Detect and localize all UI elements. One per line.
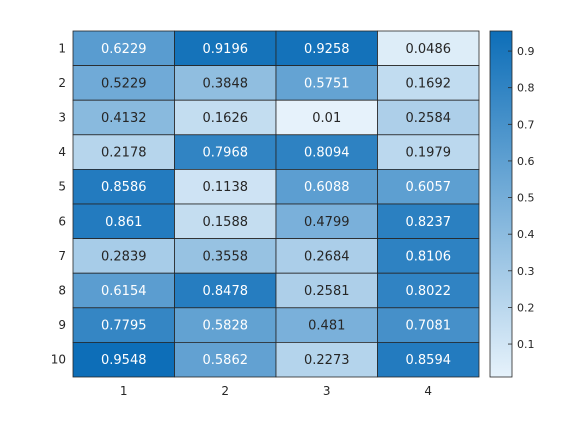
cell-value-label: 0.2273 — [304, 353, 350, 368]
cell-value-label: 0.6057 — [406, 180, 452, 195]
heatmap-cell — [174, 30, 277, 66]
x-tick-label: 1 — [120, 384, 128, 398]
heatmap-cell — [72, 168, 175, 205]
colorbar-tick-label: 0.3 — [517, 265, 535, 278]
cell-value-label: 0.2839 — [101, 249, 147, 264]
cell-value-label: 0.4132 — [101, 111, 147, 126]
y-tick-label: 7 — [58, 249, 66, 263]
cell-value-label: 0.6154 — [101, 284, 147, 299]
cell-value-label: 0.0486 — [406, 42, 452, 57]
cell-value-label: 0.01 — [312, 111, 341, 126]
y-tick-label: 9 — [58, 318, 66, 332]
heatmap-cell — [377, 65, 480, 101]
cell-value-label: 0.5751 — [304, 76, 350, 91]
cell-value-label: 0.1626 — [203, 111, 249, 126]
cell-value-label: 0.481 — [308, 319, 345, 334]
colorbar-gradient — [489, 30, 513, 378]
heatmap-cells: 0.6229 0.9196 0.9258 0.0486 0.5229 0.3848 0.57… — [72, 30, 480, 378]
cell-value-label: 0.9548 — [101, 353, 147, 368]
heatmap-cell — [174, 65, 277, 101]
x-tick-label: 4 — [424, 384, 432, 398]
heatmap-cell — [174, 168, 277, 205]
cell-value-label: 0.861 — [105, 215, 142, 230]
cell-value-label: 0.8586 — [101, 180, 147, 195]
heatmap-cell — [275, 341, 378, 378]
cell-value-label: 0.1979 — [406, 146, 452, 161]
cell-value-label: 0.3848 — [203, 76, 249, 91]
colorbar-tick-label: 0.6 — [517, 155, 535, 168]
heatmap-cell — [72, 272, 175, 309]
heatmap-cell — [72, 238, 175, 274]
heatmap-cell — [275, 272, 378, 309]
heatmap-cell — [377, 341, 480, 378]
cell-value-label: 0.1588 — [203, 215, 249, 230]
heatmap-cell — [174, 341, 277, 378]
cell-value-label: 0.1138 — [203, 180, 249, 195]
heatmap-cell — [377, 203, 480, 239]
cell-value-label: 0.7795 — [101, 319, 147, 334]
heatmap-cell — [377, 30, 480, 66]
colorbar-tick-label: 0.5 — [517, 192, 535, 205]
cell-value-label: 0.2684 — [304, 249, 350, 264]
colorbar-tick-label: 0.8 — [517, 82, 535, 95]
cell-value-label: 0.7081 — [406, 319, 452, 334]
cell-value-label: 0.3558 — [203, 249, 249, 264]
x-tick-label: 3 — [323, 384, 331, 398]
y-tick-label: 1 — [58, 41, 66, 55]
cell-value-label: 0.8478 — [203, 284, 249, 299]
cell-value-label: 0.9196 — [203, 42, 249, 57]
colorbar-tick-label: 0.2 — [517, 301, 535, 314]
cell-value-label: 0.5828 — [203, 319, 249, 334]
heatmap-cell — [72, 203, 175, 239]
cell-value-label: 0.8094 — [304, 146, 350, 161]
heatmap-cell — [377, 168, 480, 205]
heatmap-cell — [174, 203, 277, 239]
colorbar: 0.1 0.2 0.3 0.4 0.5 0.6 0.7 0.8 0.9 — [489, 30, 535, 378]
cell-value-label: 0.6229 — [101, 42, 147, 57]
y-tick-label: 5 — [58, 180, 66, 194]
colorbar-tick-label: 0.9 — [517, 45, 535, 58]
y-tick-label: 8 — [58, 284, 66, 298]
cell-value-label: 0.8237 — [406, 215, 452, 230]
cell-value-label: 0.9258 — [304, 42, 350, 57]
y-tick-label: 4 — [58, 145, 66, 159]
heatmap-cell — [174, 134, 277, 170]
heatmap-cell — [275, 168, 378, 205]
heatmap-cell — [275, 30, 378, 66]
cell-value-label: 0.2178 — [101, 146, 147, 161]
colorbar-tick-label: 0.4 — [517, 228, 535, 241]
heatmap-cell — [174, 99, 277, 136]
y-tick-label: 2 — [58, 76, 66, 90]
heatmap-cell — [377, 238, 480, 274]
cell-value-label: 0.8594 — [406, 353, 452, 368]
cell-value-label: 0.2581 — [304, 284, 350, 299]
cell-value-label: 0.5229 — [101, 76, 147, 91]
y-tick-label: 3 — [58, 111, 66, 125]
heatmap-cell — [377, 307, 480, 343]
y-tick-label: 10 — [51, 353, 66, 367]
x-tick-label: 2 — [221, 384, 229, 398]
y-tick-label: 6 — [58, 214, 66, 228]
heatmap-cell — [275, 238, 378, 274]
colorbar-tick-label: 0.1 — [517, 338, 535, 351]
cell-value-label: 0.8106 — [406, 249, 452, 264]
heatmap-cell — [377, 134, 480, 170]
cell-value-label: 0.6088 — [304, 180, 350, 195]
heatmap-cell — [72, 341, 175, 378]
y-axis-tick-labels: 1 2 3 4 5 6 7 8 9 10 — [51, 41, 66, 366]
cell-value-label: 0.7968 — [203, 146, 249, 161]
x-axis-tick-labels: 1 2 3 4 — [120, 384, 432, 398]
heatmap-cell — [72, 30, 175, 66]
cell-value-label: 0.4799 — [304, 215, 350, 230]
heatmap-cell — [377, 99, 480, 136]
heatmap-cell — [275, 203, 378, 239]
colorbar-tick-label: 0.7 — [517, 118, 535, 131]
cell-value-label: 0.8022 — [406, 284, 452, 299]
cell-value-label: 0.5862 — [203, 353, 249, 368]
cell-value-label: 0.2584 — [406, 111, 452, 126]
cell-value-label: 0.1692 — [406, 76, 452, 91]
